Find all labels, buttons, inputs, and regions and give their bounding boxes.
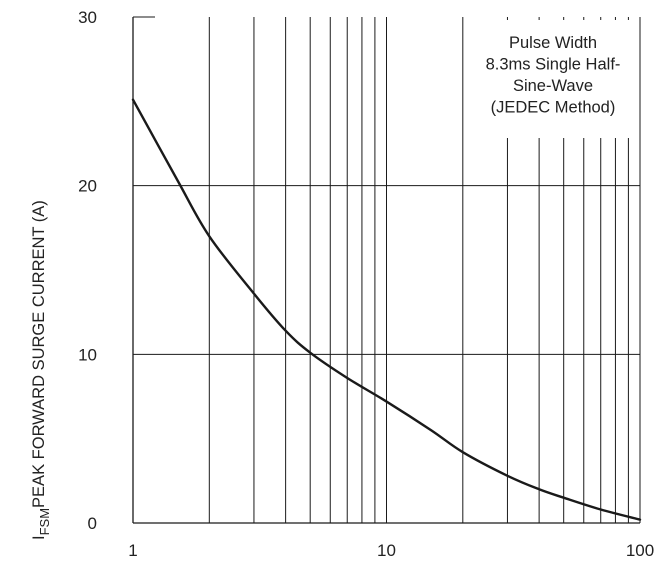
annotation-line: Sine-Wave [513,77,593,95]
curve-layer [131,98,642,521]
annotation-line: Pulse Width [509,34,597,52]
x-tick-label: 10 [377,541,396,560]
annotation-line: 8.3ms Single Half- [486,56,621,74]
y-tick-label: 0 [88,514,97,533]
annotation-background [468,20,638,138]
x-tick-label: 1 [128,541,137,560]
y-axis-label: IFSMPEAK FORWARD SURGE CURRENT (A) [30,200,52,540]
axes-layer [132,16,641,524]
y-axis-label-group: IFSMPEAK FORWARD SURGE CURRENT (A) [30,200,52,540]
tick-labels: 0 10 20 30 1 10 100 [78,8,654,560]
y-tick-label: 10 [78,345,97,364]
y-axis-label-text: PEAK FORWARD SURGE CURRENT (A) [30,200,48,508]
y-axis-label-symbol: I [30,535,48,540]
annotation-box: Pulse Width 8.3ms Single Half- Sine-Wave (J… [468,20,638,138]
y-tick-label: 20 [78,177,97,196]
series-line [131,98,642,521]
x-tick-label: 100 [626,541,654,560]
annotation-line: (JEDEC Method) [491,99,616,117]
y-axis-label-subscript: FSM [37,508,52,535]
grid-layer [133,17,640,523]
y-tick-label: 30 [78,8,97,27]
